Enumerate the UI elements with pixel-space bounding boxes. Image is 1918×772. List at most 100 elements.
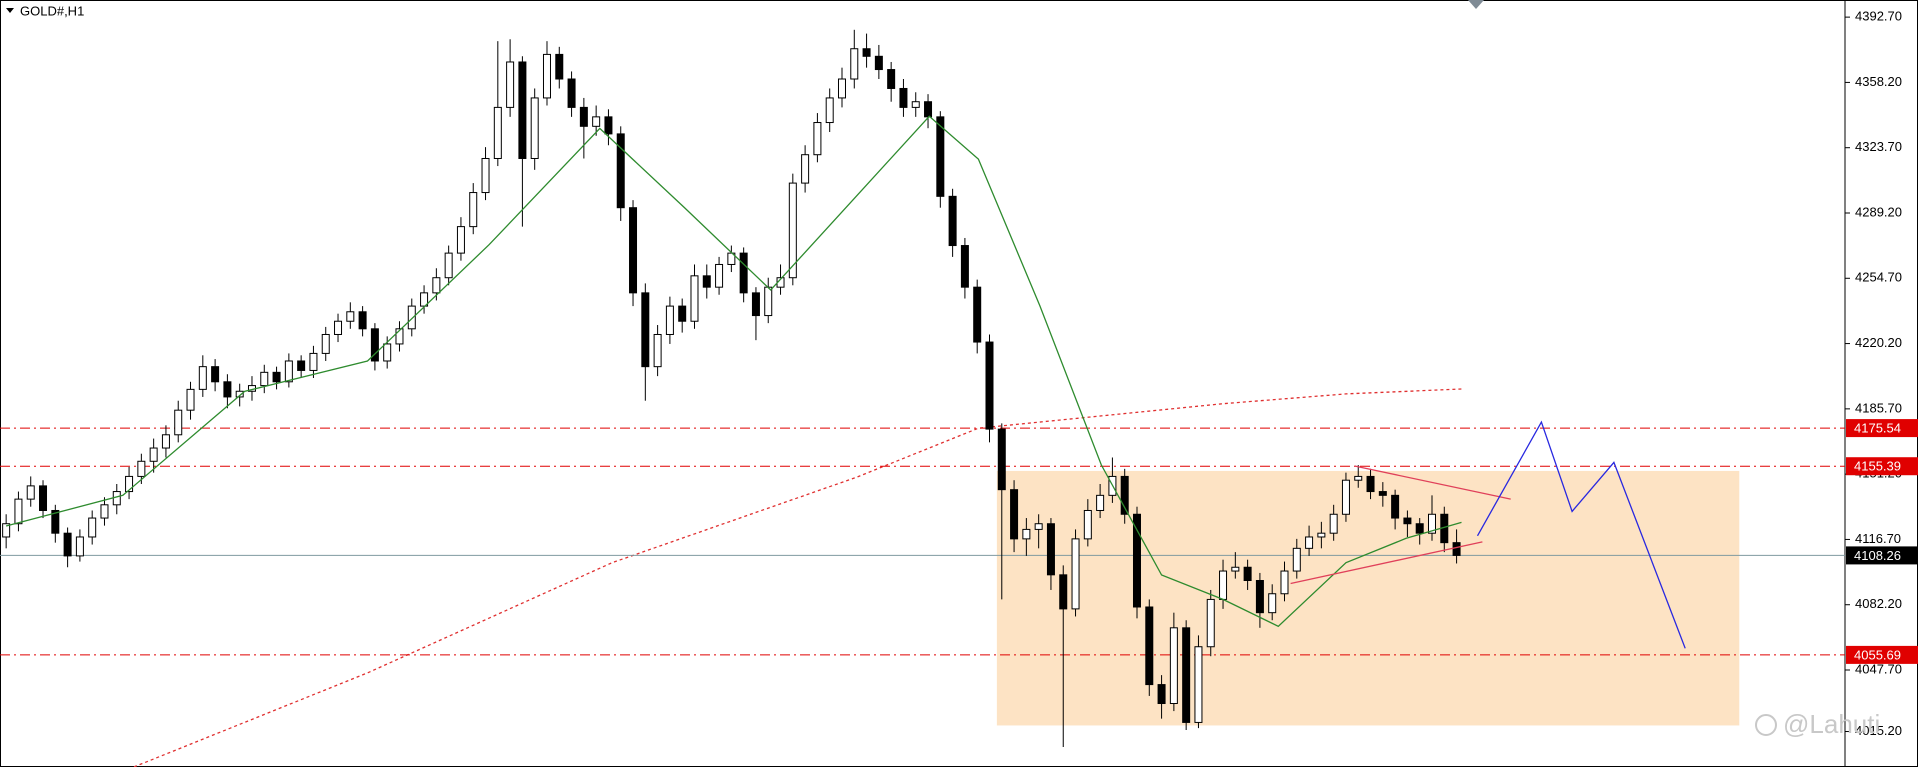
candle-body xyxy=(1354,475,1363,481)
candle-body xyxy=(948,195,957,247)
candle-body xyxy=(1145,606,1154,686)
chart-title: GOLD#,H1 xyxy=(20,3,84,18)
candle-body xyxy=(1403,517,1412,525)
y-tick-label: 4323.70 xyxy=(1855,139,1902,154)
level-label-box xyxy=(1846,419,1918,438)
candle-body xyxy=(715,263,724,288)
candle-body xyxy=(493,106,502,159)
candle-body xyxy=(1378,491,1387,496)
candle-body xyxy=(837,78,846,99)
candle-body xyxy=(174,409,183,436)
candle-body xyxy=(518,61,527,159)
candle-body xyxy=(161,434,170,449)
candle-body xyxy=(321,333,330,354)
candle-body xyxy=(407,305,416,330)
candle-body xyxy=(764,286,773,317)
candle-body xyxy=(198,366,207,390)
candle-body xyxy=(555,53,564,80)
candle-body xyxy=(125,475,134,493)
candle-body xyxy=(309,352,318,371)
fast-moving-average xyxy=(5,115,1462,628)
candle-body xyxy=(1255,580,1264,614)
candle-body xyxy=(616,133,625,209)
candle-body xyxy=(1305,536,1314,549)
candle-body xyxy=(481,157,490,194)
level-label-box xyxy=(1846,457,1918,476)
candle-body xyxy=(850,48,859,80)
candle-body xyxy=(592,116,601,127)
level-label: 4175.54 xyxy=(1854,421,1901,436)
candle-body xyxy=(973,286,982,343)
candle-body xyxy=(1280,570,1289,595)
candle-body xyxy=(1120,475,1129,515)
candle-body xyxy=(1292,547,1301,572)
candle-body xyxy=(1317,532,1326,538)
candle-body xyxy=(1415,523,1424,534)
candle-body xyxy=(88,517,97,538)
candle-body xyxy=(1059,574,1068,610)
candle-body xyxy=(629,207,638,294)
candle-body xyxy=(444,252,453,279)
candle-body xyxy=(862,48,871,57)
triangle-upper xyxy=(1354,465,1511,500)
y-tick-label: 4116.70 xyxy=(1855,531,1901,546)
candle-body xyxy=(579,106,588,127)
candle-body xyxy=(678,305,687,322)
candle-body xyxy=(1132,513,1141,608)
candle-body xyxy=(936,116,945,197)
candle-body xyxy=(1219,570,1228,600)
candle-body xyxy=(641,292,650,368)
candle-body xyxy=(1169,627,1178,705)
title-arrow xyxy=(6,8,14,13)
y-tick-label: 4047.70 xyxy=(1855,661,1902,676)
level-label-box xyxy=(1846,645,1918,664)
candle-body xyxy=(813,122,822,156)
candle-body xyxy=(334,320,343,335)
candle-body xyxy=(1034,523,1043,530)
candle-body xyxy=(653,333,662,368)
candle-body xyxy=(63,532,72,557)
candle-body xyxy=(1194,646,1203,723)
candle-body xyxy=(825,97,834,124)
candle-body xyxy=(432,277,441,294)
candle-body xyxy=(665,305,674,335)
candle-body xyxy=(739,252,748,294)
candle-body xyxy=(272,371,281,383)
y-tick-label: 4289.20 xyxy=(1855,204,1902,219)
current-price-box xyxy=(1846,546,1918,565)
candle-body xyxy=(1206,598,1215,648)
candle-body xyxy=(297,360,306,371)
candle-body xyxy=(985,341,994,430)
candle-body xyxy=(751,292,760,317)
watermark: @Lahuti xyxy=(1783,709,1880,739)
watermark-icon xyxy=(1755,714,1777,736)
candle-body xyxy=(14,498,23,525)
candle-body xyxy=(1341,479,1350,515)
candle-body xyxy=(235,390,244,398)
y-tick-label: 4254.70 xyxy=(1855,270,1902,285)
y-tick-label: 4185.70 xyxy=(1855,400,1902,415)
candle-body xyxy=(1071,538,1080,610)
candle-body xyxy=(887,69,896,89)
candle-body xyxy=(801,154,810,184)
candle-body xyxy=(75,536,84,557)
candle-body xyxy=(997,428,1006,491)
y-tick-label: 4015.20 xyxy=(1855,723,1902,738)
candle-body xyxy=(690,275,699,322)
current-price-label: 4108.26 xyxy=(1854,548,1901,563)
candle-body xyxy=(211,366,220,383)
period-marker xyxy=(1468,0,1484,9)
candle-body xyxy=(1022,528,1031,540)
candle-body xyxy=(370,328,379,362)
candle-body xyxy=(1096,494,1105,511)
slow-moving-average xyxy=(133,388,1462,768)
candle-body xyxy=(395,328,404,345)
candle-body xyxy=(788,182,797,279)
candle-body xyxy=(1083,509,1092,540)
candle-body xyxy=(542,53,551,99)
y-tick-label: 4082.20 xyxy=(1855,596,1902,611)
candle-body xyxy=(284,360,293,383)
candle-body xyxy=(186,388,195,411)
candle-body xyxy=(604,116,613,135)
